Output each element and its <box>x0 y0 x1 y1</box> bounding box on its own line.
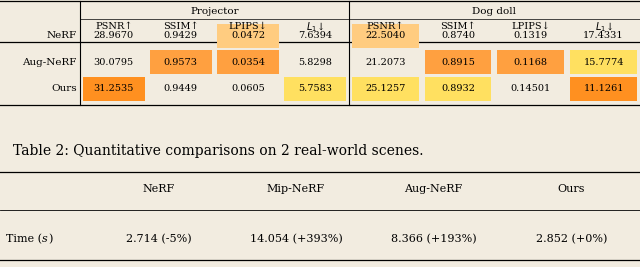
Text: 0.1168: 0.1168 <box>514 58 548 67</box>
Text: 0.1319: 0.1319 <box>514 31 548 40</box>
FancyBboxPatch shape <box>570 50 637 74</box>
Text: 0.9449: 0.9449 <box>164 84 198 93</box>
Text: PSNR↑: PSNR↑ <box>367 22 404 31</box>
FancyBboxPatch shape <box>150 50 212 74</box>
Text: 28.9670: 28.9670 <box>93 31 134 40</box>
Text: 15.7774: 15.7774 <box>583 58 624 67</box>
Text: 0.0354: 0.0354 <box>231 58 265 67</box>
Text: 8.366 (+193%): 8.366 (+193%) <box>391 234 476 244</box>
FancyBboxPatch shape <box>424 50 492 74</box>
FancyBboxPatch shape <box>424 77 492 101</box>
Text: 0.9429: 0.9429 <box>164 31 198 40</box>
Text: s: s <box>42 234 47 244</box>
Text: 0.14501: 0.14501 <box>511 84 551 93</box>
Text: $L_1$↓: $L_1$↓ <box>306 20 324 34</box>
FancyBboxPatch shape <box>352 77 419 101</box>
Text: 2.714 (-5%): 2.714 (-5%) <box>125 234 191 244</box>
Text: 0.8932: 0.8932 <box>441 84 475 93</box>
Text: 14.054 (+393%): 14.054 (+393%) <box>250 234 342 244</box>
Text: $L_1$↓: $L_1$↓ <box>595 20 612 34</box>
FancyBboxPatch shape <box>352 23 419 48</box>
Text: 0.8740: 0.8740 <box>441 31 475 40</box>
FancyBboxPatch shape <box>217 50 279 74</box>
Text: 5.7583: 5.7583 <box>298 84 332 93</box>
Text: Mip-NeRF: Mip-NeRF <box>267 184 325 194</box>
Text: Projector: Projector <box>190 7 239 16</box>
Text: 0.0605: 0.0605 <box>231 84 265 93</box>
Text: LPIPS↓: LPIPS↓ <box>511 22 550 31</box>
Text: 31.2535: 31.2535 <box>93 84 134 93</box>
Text: SSIM↑: SSIM↑ <box>440 22 476 31</box>
Text: 22.5040: 22.5040 <box>365 31 405 40</box>
Text: PSNR↑: PSNR↑ <box>95 22 132 31</box>
Text: 0.9573: 0.9573 <box>164 58 198 67</box>
Text: ): ) <box>48 234 52 244</box>
Text: NeRF: NeRF <box>142 184 175 194</box>
FancyBboxPatch shape <box>570 77 637 101</box>
Text: SSIM↑: SSIM↑ <box>163 22 198 31</box>
Text: 2.852 (+0%): 2.852 (+0%) <box>536 234 607 244</box>
Text: 11.1261: 11.1261 <box>583 84 624 93</box>
FancyBboxPatch shape <box>284 77 346 101</box>
Text: 5.8298: 5.8298 <box>298 58 332 67</box>
Text: Table 2: Quantitative comparisons on 2 real-world scenes.: Table 2: Quantitative comparisons on 2 r… <box>13 144 423 158</box>
Text: 0.0472: 0.0472 <box>231 31 265 40</box>
Text: Time (: Time ( <box>6 234 42 244</box>
Text: 25.1257: 25.1257 <box>365 84 405 93</box>
Text: Ours: Ours <box>557 184 585 194</box>
Text: Aug-NeRF: Aug-NeRF <box>404 184 463 194</box>
Text: 30.0795: 30.0795 <box>93 58 134 67</box>
Text: 0.8915: 0.8915 <box>441 58 475 67</box>
Text: Ours: Ours <box>51 84 77 93</box>
FancyBboxPatch shape <box>497 50 564 74</box>
FancyBboxPatch shape <box>217 23 279 48</box>
Text: 21.2073: 21.2073 <box>365 58 406 67</box>
Text: Dog doll: Dog doll <box>472 7 516 16</box>
FancyBboxPatch shape <box>83 77 145 101</box>
Text: Aug-NeRF: Aug-NeRF <box>22 58 77 67</box>
Text: 7.6394: 7.6394 <box>298 31 332 40</box>
Text: 17.4331: 17.4331 <box>583 31 624 40</box>
Text: LPIPS↓: LPIPS↓ <box>228 22 268 31</box>
Text: NeRF: NeRF <box>47 31 77 40</box>
